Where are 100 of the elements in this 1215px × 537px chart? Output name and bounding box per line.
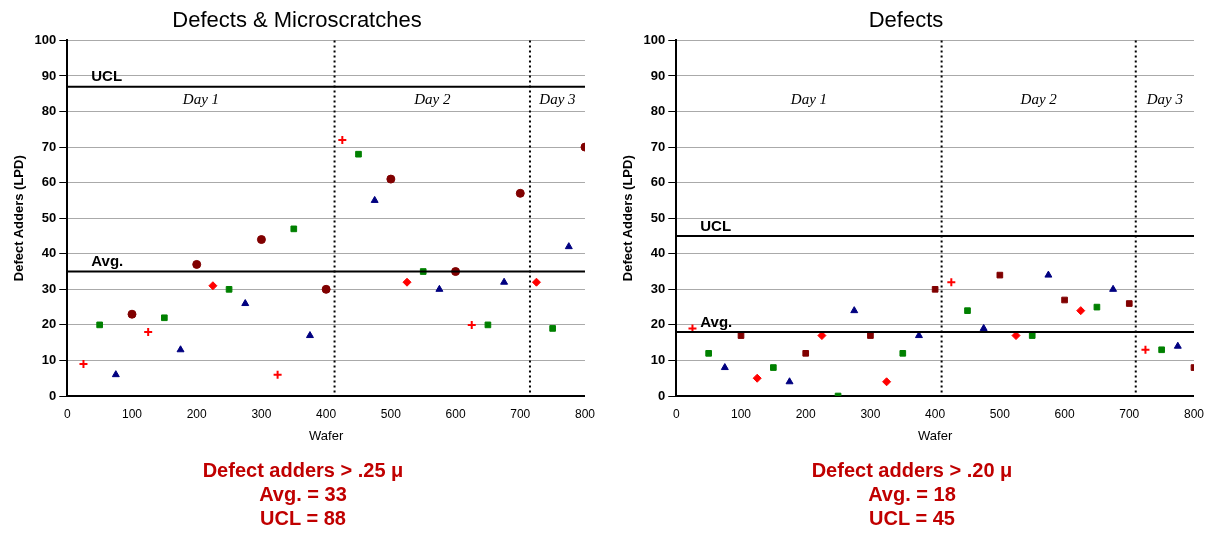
point [996,271,1004,279]
annotation: Day 2 [1019,91,1058,108]
text: Avg. = 18 [867,482,957,506]
y-tick-label: 40 [650,245,666,261]
point [705,350,712,357]
ref-line-label: Avg. [91,252,124,270]
x-tick-label: 600 [445,406,466,421]
point [208,281,218,291]
point [802,350,810,357]
x-tick-label: 100 [730,406,752,421]
point [355,150,362,158]
point [770,364,777,371]
point [256,235,266,245]
y-tick-label: 40 [41,245,57,261]
y-tick-label: 80 [650,103,666,119]
y-tick-label: 90 [650,67,666,83]
x-axis-title: Wafer [309,427,344,443]
point [402,277,412,287]
point [1158,346,1165,354]
annotation: Day 3 [1145,91,1183,108]
annotation: Day 2 [413,91,451,108]
point [564,242,573,250]
x-tick-label: 400 [316,406,337,421]
x-tick-label: 200 [795,406,817,421]
y-tick-label: 90 [41,67,57,83]
point [899,350,907,357]
y-tick-label: 10 [41,352,57,368]
ref-line-label: UCL [700,216,732,234]
ref-line-label: UCL [91,67,123,85]
point [964,307,971,314]
annotation: Day 3 [538,91,576,108]
y-tick-label: 0 [658,387,666,403]
point [531,277,541,287]
point [225,285,233,293]
x-tick-label: 600 [1054,406,1075,421]
x-tick-label: 100 [121,406,143,421]
x-tick-label: 400 [925,406,946,421]
point [1044,270,1053,278]
y-tick-label: 30 [650,280,666,296]
point [1093,303,1101,311]
point [241,299,250,307]
point [752,373,762,383]
y-tick-label: 20 [41,316,57,332]
y-tick-label: 80 [41,103,57,119]
x-tick-label: 300 [860,406,881,421]
x-tick-label: 0 [672,406,680,421]
text: UCL = 88 [259,506,347,530]
ref-line-label: Avg. [700,312,733,330]
point [290,225,298,233]
point [435,284,444,292]
point [850,306,859,314]
point [386,174,396,184]
point [111,370,120,378]
y-tick-label: 20 [650,316,666,332]
point [515,188,525,198]
y-tick-label: 70 [41,138,57,154]
point [1061,296,1068,304]
x-tick-label: 300 [251,406,272,421]
point [720,363,729,371]
x-tick-label: 500 [989,406,1011,421]
point [549,325,556,332]
point [96,321,103,329]
point [370,195,379,203]
text: UCL = 45 [868,506,956,530]
y-axis-title: Defect Adders (LPD) [620,155,636,282]
y-tick-label: 100 [34,31,57,47]
point [1028,332,1036,339]
x-tick-label: 700 [1119,406,1140,421]
point [127,309,137,319]
x-tick-label: 200 [186,406,208,421]
y-tick-label: 10 [650,352,666,368]
y-tick-label: 60 [41,174,57,190]
point [1173,341,1182,349]
annotation: Day 1 [789,91,828,108]
y-tick-label: 50 [650,209,666,225]
point [321,284,331,294]
annotation: Day 1 [181,91,220,108]
point [192,259,202,269]
x-tick-label: 500 [380,406,402,421]
text: Defect adders > .20 μ [810,458,1014,482]
point [176,345,185,353]
y-tick-label: 50 [41,209,57,225]
x-axis-title: Wafer [918,427,953,443]
y-tick-label: 100 [643,31,666,47]
y-tick-label: 60 [650,174,666,190]
x-tick-label: 800 [574,406,596,421]
point [1076,306,1086,316]
point [931,285,939,293]
point [1125,300,1133,307]
point [484,321,492,329]
point [1109,284,1118,292]
text: Avg. = 33 [258,482,348,506]
x-tick-label: 0 [63,406,71,421]
point [867,332,874,339]
point [161,314,168,322]
y-tick-label: 70 [650,138,666,154]
point [979,323,988,331]
point [882,377,892,387]
x-tick-label: 700 [510,406,531,421]
y-axis-title: Defect Adders (LPD) [11,155,27,282]
